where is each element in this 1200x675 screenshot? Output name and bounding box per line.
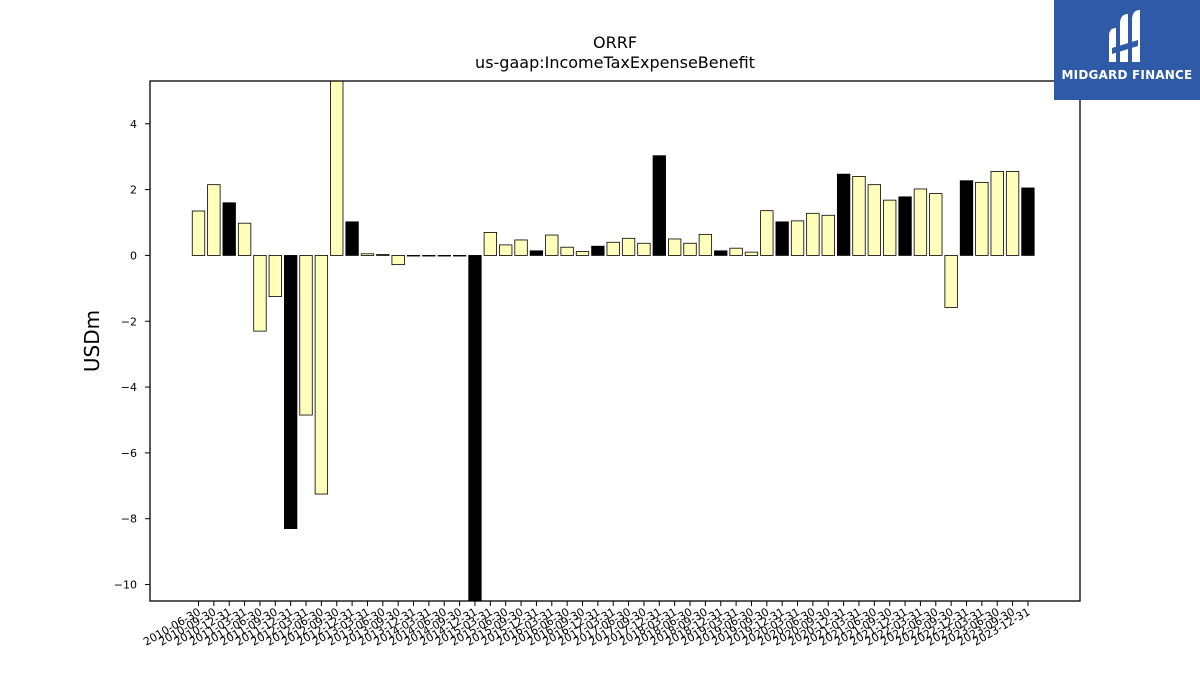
bar-2011-12-31 bbox=[284, 255, 298, 529]
chart-subtitle: us-gaap:IncomeTaxExpenseBenefit bbox=[475, 53, 755, 72]
y-tick-label: 0 bbox=[130, 249, 137, 262]
bar-2018-09-30 bbox=[698, 233, 713, 256]
bar-2014-06-30 bbox=[437, 255, 451, 257]
bar-2015-06-30 bbox=[499, 244, 513, 256]
logo: MIDGARD FINANCE bbox=[1054, 0, 1200, 100]
bar-2015-12-31 bbox=[529, 250, 544, 256]
bar-2012-09-30 bbox=[330, 80, 344, 256]
bar-2013-09-30 bbox=[391, 255, 405, 266]
bar-2021-03-31 bbox=[852, 176, 866, 256]
bar-2016-12-31 bbox=[591, 245, 605, 256]
x-axis: 2010-06-302010-09-302010-12-312011-03-31… bbox=[141, 601, 1032, 649]
bar-2015-09-30 bbox=[514, 239, 528, 256]
y-tick-label: −8 bbox=[121, 513, 137, 526]
bar-2017-09-30 bbox=[637, 242, 651, 256]
bar-2015-03-31 bbox=[483, 231, 497, 256]
bar-2019-12-31 bbox=[775, 221, 789, 256]
bar-2021-06-30 bbox=[867, 184, 881, 256]
bar-2019-09-30 bbox=[760, 210, 774, 256]
bar-2017-12-31 bbox=[652, 155, 666, 256]
bar-2016-03-31 bbox=[545, 234, 559, 256]
bar-2023-09-30 bbox=[1005, 171, 1020, 256]
bar-2012-03-31 bbox=[299, 255, 313, 416]
bar-2020-12-31 bbox=[836, 173, 851, 256]
bar-2021-12-31 bbox=[898, 196, 912, 256]
bar-2010-09-30 bbox=[207, 184, 221, 256]
y-tick-label: −2 bbox=[121, 315, 137, 328]
bar-2023-12-31 bbox=[1021, 187, 1035, 256]
bar-2022-09-30 bbox=[944, 255, 958, 308]
bars-group bbox=[191, 80, 1035, 602]
bar-2019-06-30 bbox=[744, 251, 759, 256]
bar-2013-12-31 bbox=[406, 255, 421, 257]
logo-text: MIDGARD FINANCE bbox=[1061, 68, 1193, 82]
midgard-logo-icon bbox=[1109, 10, 1140, 62]
chart-title: ORRF bbox=[593, 33, 637, 52]
bar-2011-09-30 bbox=[268, 255, 282, 297]
bar-2010-06-30 bbox=[191, 210, 206, 256]
bar-2012-12-31 bbox=[345, 221, 359, 256]
bar-2023-03-31 bbox=[975, 181, 989, 256]
y-tick-label: −4 bbox=[121, 381, 137, 394]
bar-2023-06-30 bbox=[990, 171, 1004, 256]
bar-2022-03-31 bbox=[913, 188, 928, 256]
bar-2014-12-31 bbox=[468, 255, 482, 602]
bar-2016-06-30 bbox=[560, 246, 574, 256]
bar-2018-12-31 bbox=[714, 250, 728, 256]
bar-2017-03-31 bbox=[606, 241, 620, 256]
bar-2016-09-30 bbox=[575, 251, 590, 256]
bar-2020-06-30 bbox=[806, 212, 820, 256]
plot-frame bbox=[149, 80, 1081, 602]
bar-2014-03-31 bbox=[422, 255, 436, 257]
y-axis: −10 −8 −6 −4 −2 0 2 4 bbox=[114, 118, 150, 592]
bar-2013-06-30 bbox=[376, 254, 390, 256]
bar-2020-03-31 bbox=[790, 220, 805, 256]
bar-2022-12-31 bbox=[959, 180, 974, 256]
bar-2022-06-30 bbox=[929, 193, 943, 256]
bar-2011-03-31 bbox=[237, 222, 252, 256]
bar-2010-12-31 bbox=[222, 202, 236, 256]
bar-2011-06-30 bbox=[253, 255, 267, 332]
y-tick-label: −10 bbox=[114, 579, 137, 592]
y-tick-label: 4 bbox=[130, 118, 137, 131]
bar-2013-03-31 bbox=[360, 253, 375, 256]
bar-2017-06-30 bbox=[621, 237, 636, 256]
bar-2019-03-31 bbox=[729, 247, 743, 256]
bar-2018-06-30 bbox=[683, 242, 697, 256]
y-tick-label: 2 bbox=[130, 184, 137, 197]
bar-2014-09-30 bbox=[452, 255, 467, 257]
bar-2020-09-30 bbox=[821, 214, 835, 256]
bar-2021-09-30 bbox=[883, 199, 897, 256]
y-tick-label: −6 bbox=[121, 447, 137, 460]
bar-2018-03-31 bbox=[668, 238, 682, 256]
y-axis-label: USDm bbox=[80, 310, 104, 372]
bar-2012-06-30 bbox=[314, 255, 329, 495]
